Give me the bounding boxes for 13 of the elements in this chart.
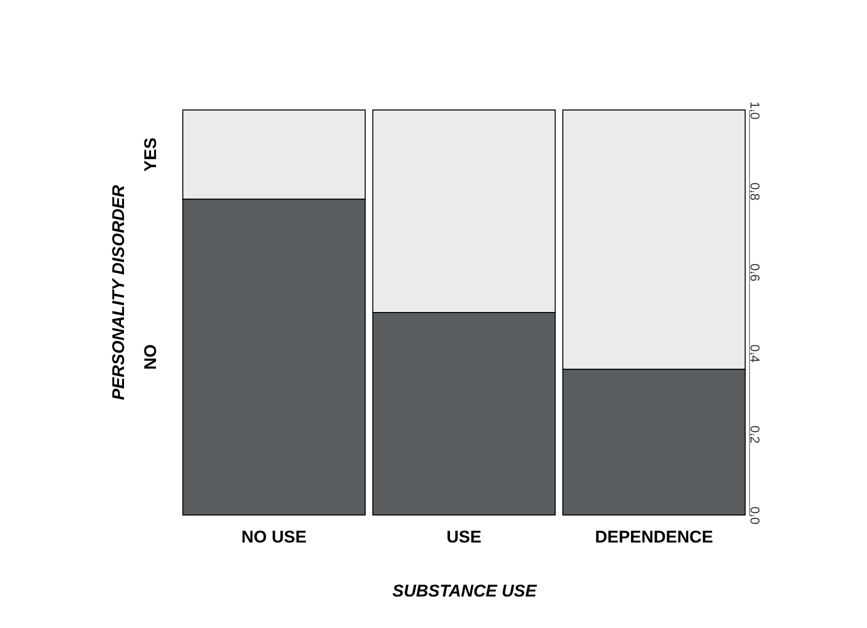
y-tick-label: 1.0 — [748, 101, 762, 120]
text: NO — [141, 344, 160, 370]
y-tick-label: 0.6 — [748, 263, 762, 282]
x-axis-title: SUBSTANCE USE — [392, 582, 538, 600]
y-tick-label: 0.0 — [748, 506, 762, 525]
text: YES — [141, 138, 160, 172]
x-tick-label: DEPENDENCE — [594, 528, 714, 546]
y-tick-label: 0.4 — [748, 344, 762, 363]
x-tick-label: USE — [446, 528, 482, 546]
x-tick-label: NO USE — [241, 528, 307, 546]
y-axis-title: PERSONALITY DISORDER — [109, 184, 128, 400]
y-tick-label: 0.2 — [748, 425, 762, 444]
y-tick-label: 0.8 — [748, 182, 762, 201]
